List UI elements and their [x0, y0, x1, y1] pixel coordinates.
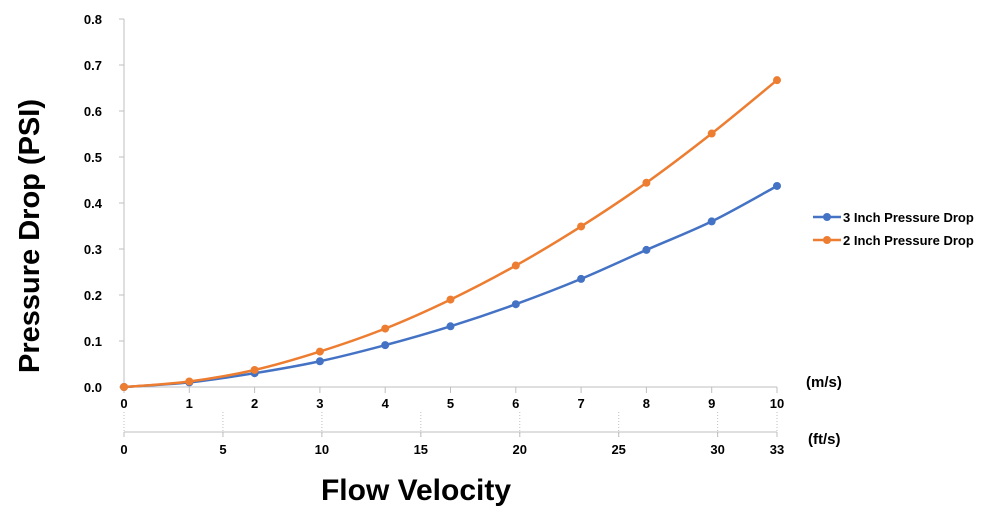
y-tick-label: 0.8 [84, 12, 102, 27]
data-point [446, 295, 455, 304]
x-axis-primary-ticks: 0 1 2 3 4 5 6 7 8 9 10 [120, 387, 784, 411]
data-point [642, 178, 651, 187]
x2-tick-label: 33 [770, 442, 784, 457]
plot-axes [123, 19, 777, 433]
x-tick-label: 7 [577, 396, 584, 411]
x-axis-primary-unit: (m/s) [806, 374, 842, 391]
x2-tick-label: 25 [611, 442, 625, 457]
y-tick-label: 0.7 [84, 58, 102, 73]
x-tick-label: 2 [251, 396, 258, 411]
data-point [707, 217, 716, 226]
data-point [773, 181, 781, 190]
data-point [511, 300, 520, 309]
data-point [120, 383, 128, 391]
series-line [123, 184, 778, 389]
data-point [577, 274, 586, 283]
y-tick-label: 0.4 [84, 196, 103, 211]
series-layer [120, 76, 781, 391]
x-tick-label: 8 [643, 396, 650, 411]
legend-marker [823, 213, 831, 221]
series-line [123, 79, 778, 389]
data-point [381, 341, 390, 350]
x-axis-secondary-unit: (ft/s) [808, 431, 841, 448]
x-tick-label: 3 [316, 396, 323, 411]
data-point [773, 76, 781, 85]
series-two-inch [120, 76, 781, 391]
y-tick-label: 0.1 [84, 334, 102, 349]
y-tick-label: 0.6 [84, 104, 102, 119]
x-tick-label: 6 [512, 396, 519, 411]
x-tick-label: 4 [382, 396, 390, 411]
data-point [446, 322, 455, 331]
x2-tick-label: 0 [120, 442, 127, 457]
y-axis-title: Pressure Drop (PSI) [14, 99, 46, 373]
legend: 3 Inch Pressure Drop 2 Inch Pressure Drop [813, 210, 974, 248]
x2-tick-label: 5 [219, 442, 226, 457]
data-point [642, 245, 651, 254]
x-tick-label: 5 [447, 396, 454, 411]
x2-tick-label: 30 [710, 442, 724, 457]
legend-marker [823, 236, 831, 244]
x-tick-label: 9 [708, 396, 715, 411]
x-axis-title: Flow Velocity [321, 474, 511, 507]
data-point [577, 222, 586, 231]
data-point [250, 365, 259, 374]
data-point [511, 261, 520, 270]
y-tick-label: 0.2 [84, 288, 102, 303]
y-axis-ticks: 0.0 0.1 0.2 0.3 0.4 0.5 0.6 0.7 0.8 [84, 12, 124, 395]
data-point [185, 377, 194, 386]
x-tick-label: 1 [186, 396, 193, 411]
data-point [381, 324, 390, 333]
x-axis-secondary-ticks: 0 5 10 15 20 25 30 33 [120, 412, 784, 457]
x-tick-label: 0 [120, 396, 127, 411]
x2-tick-label: 20 [513, 442, 527, 457]
x2-tick-label: 15 [414, 442, 428, 457]
y-tick-label: 0.0 [84, 380, 102, 395]
legend-item: 3 Inch Pressure Drop [813, 210, 974, 225]
legend-item: 2 Inch Pressure Drop [813, 233, 974, 248]
data-point [707, 129, 716, 138]
y-tick-label: 0.5 [84, 150, 102, 165]
series-three-inch [120, 181, 781, 391]
x2-tick-label: 10 [315, 442, 329, 457]
data-point [315, 357, 324, 366]
y-tick-label: 0.3 [84, 242, 102, 257]
legend-label: 3 Inch Pressure Drop [843, 210, 974, 225]
x-tick-label: 10 [770, 396, 784, 411]
legend-label: 2 Inch Pressure Drop [843, 233, 974, 248]
data-point [315, 347, 324, 356]
